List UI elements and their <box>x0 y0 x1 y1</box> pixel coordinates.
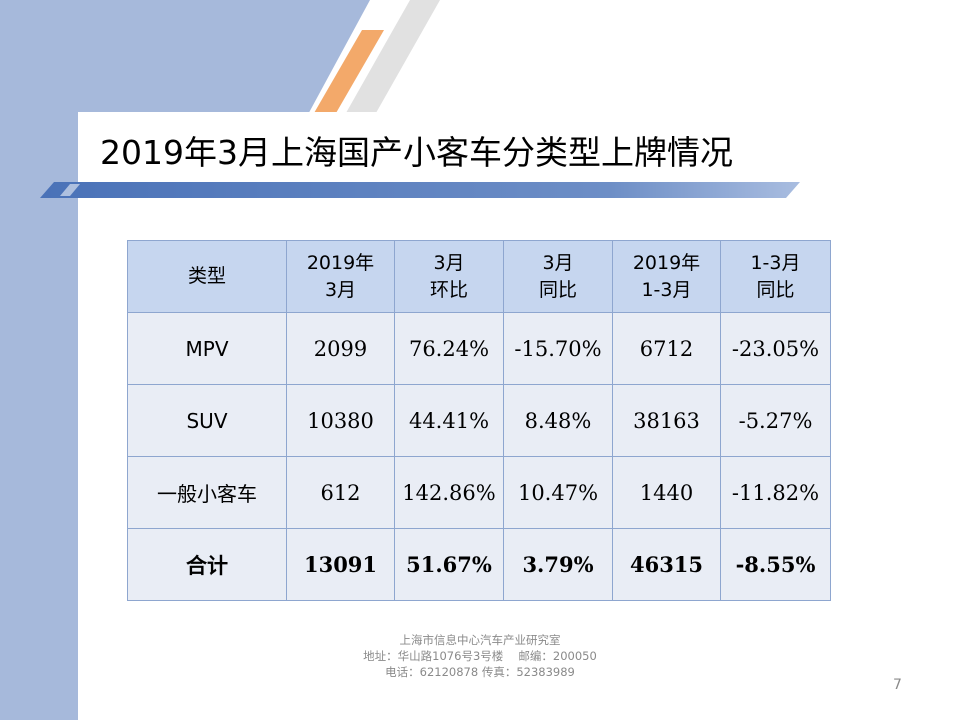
table-cell: 10380 <box>286 384 395 457</box>
row-label: 合计 <box>127 528 287 601</box>
table-total-row: 合计 13091 51.67% 3.79% 46315 -8.55% <box>127 528 831 601</box>
top-blue-shape <box>0 0 370 120</box>
table-cell: 44.41% <box>394 384 504 457</box>
row-label: MPV <box>127 312 287 385</box>
slide-title: 2019年3月上海国产小客车分类型上牌情况 <box>100 133 733 172</box>
header-cell-q1-yoy: 1-3月 同比 <box>720 240 831 313</box>
table-cell: -15.70% <box>503 312 613 385</box>
orange-stripe <box>310 30 384 120</box>
table-cell: 8.48% <box>503 384 613 457</box>
table-cell: -5.27% <box>720 384 831 457</box>
table-cell: 13091 <box>286 528 395 601</box>
gray-stripe <box>342 0 440 120</box>
row-label: SUV <box>127 384 287 457</box>
header-cell-type: 类型 <box>127 240 287 313</box>
table-row: MPV 2099 76.24% -15.70% 6712 -23.05% <box>127 312 831 385</box>
title-bar-shape <box>40 182 800 198</box>
table-header-row: 类型 2019年 3月 3月 环比 3月 同比 2019年 1-3月 1-3月 同比 <box>127 240 831 313</box>
table-cell: 46315 <box>612 528 721 601</box>
table-cell: 1440 <box>612 456 721 529</box>
registration-table: 类型 2019年 3月 3月 环比 3月 同比 2019年 1-3月 1-3月 同比 MP… <box>127 240 831 601</box>
footer-contact: 上海市信息中心汽车产业研究室 地址：华山路1076号3号楼 邮编：200050 … <box>330 632 630 680</box>
footer-address: 地址：华山路1076号3号楼 邮编：200050 <box>363 649 597 663</box>
table-cell: 38163 <box>612 384 721 457</box>
table-cell: -11.82% <box>720 456 831 529</box>
top-decoration <box>0 0 440 120</box>
table-cell: 612 <box>286 456 395 529</box>
title-underline-bar <box>40 182 800 198</box>
header-cell-2019-march: 2019年 3月 <box>286 240 395 313</box>
table-cell: 10.47% <box>503 456 613 529</box>
title-bar-notch <box>60 184 80 196</box>
table-row: 一般小客车 612 142.86% 10.47% 1440 -11.82% <box>127 456 831 529</box>
title-panel <box>78 112 960 192</box>
table-cell: 2099 <box>286 312 395 385</box>
table-cell: 6712 <box>612 312 721 385</box>
page-number: 7 <box>893 677 902 693</box>
header-cell-march-yoy: 3月 同比 <box>503 240 613 313</box>
table-row: SUV 10380 44.41% 8.48% 38163 -5.27% <box>127 384 831 457</box>
table-cell: 76.24% <box>394 312 504 385</box>
row-label: 一般小客车 <box>127 456 287 529</box>
footer-phone: 电话：62120878 传真：52383989 <box>385 665 575 679</box>
table-cell: -8.55% <box>720 528 831 601</box>
table-cell: 51.67% <box>394 528 504 601</box>
header-cell-march-mom: 3月 环比 <box>394 240 504 313</box>
header-cell-2019-q1: 2019年 1-3月 <box>612 240 721 313</box>
table-cell: 142.86% <box>394 456 504 529</box>
footer-org: 上海市信息中心汽车产业研究室 <box>399 633 561 647</box>
left-blue-band <box>0 0 78 720</box>
table-cell: 3.79% <box>503 528 613 601</box>
table-cell: -23.05% <box>720 312 831 385</box>
